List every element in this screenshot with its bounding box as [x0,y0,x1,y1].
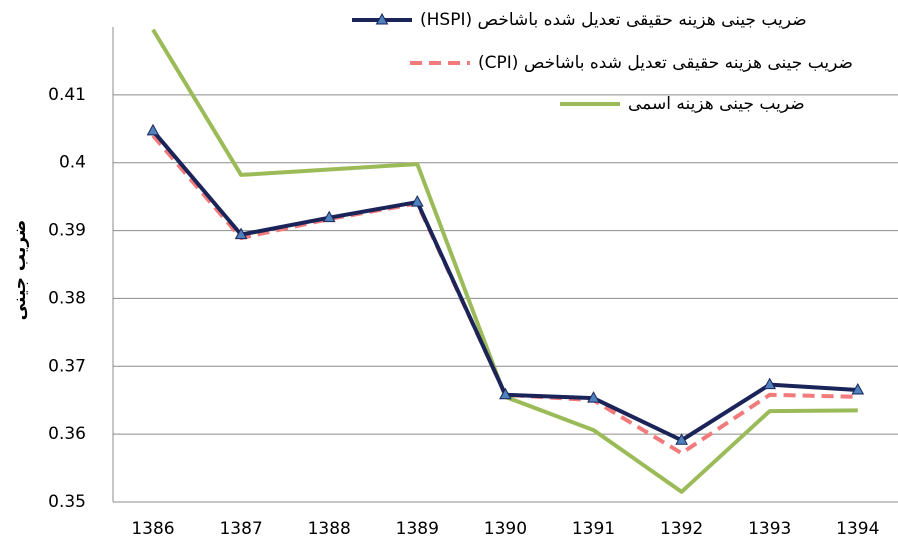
point-marker [763,377,777,390]
y-axis-label: ضریب جینی [10,220,30,321]
x-tick-label: 1387 [219,519,262,539]
y-tick-label: 0.35 [48,492,86,512]
point-marker [675,433,688,445]
y-tick-label: 0.36 [48,424,86,444]
y-tick-label: 0.38 [48,288,86,308]
point-marker [146,123,160,136]
legend-label: ضریب جینی هزینه حقیقی تعدیل شده باشاخص (… [478,53,853,73]
y-tick-label: 0.37 [48,356,86,376]
x-tick-label: 1388 [308,519,351,539]
y-tick-label: 0.4 [59,153,86,173]
x-tick-label: 1390 [484,519,527,539]
x-tick-label: 1392 [660,519,703,539]
point-marker [851,382,865,395]
legend-label: ضریب جینی هزینه اسمی [628,94,805,114]
point-marker [234,227,248,240]
x-tick-label: 1389 [396,519,439,539]
legend-label: ضریب جینی هزینه حقیقی تعدیل شده باشاخص (… [420,10,807,30]
y-tick-label: 0.39 [48,221,86,241]
point-marker [410,195,424,207]
point-marker [322,210,336,223]
x-tick-label: 1393 [748,519,791,539]
y-tick-label: 0.41 [48,85,86,105]
series-line [151,134,858,456]
x-tick-label: 1386 [131,519,174,539]
x-tick-label: 1394 [836,519,879,539]
point-marker [587,391,600,403]
x-tick-label: 1391 [572,519,615,539]
legend-marker [375,12,389,25]
point-marker [499,387,512,400]
